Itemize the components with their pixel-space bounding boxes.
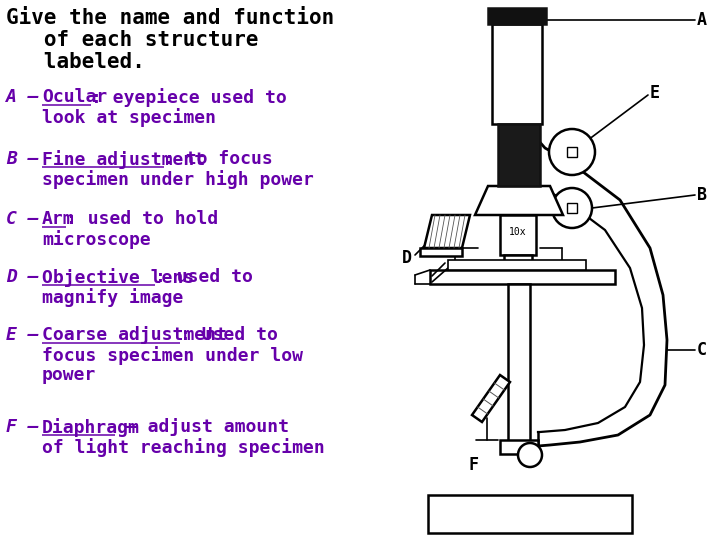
Text: look at specimen: look at specimen [42,108,216,127]
Bar [567,203,577,213]
Text: C: C [697,341,707,359]
Text: Arm: Arm [42,210,75,228]
Text: : Used to: : Used to [180,326,278,344]
Text: B –: B – [6,150,50,168]
Text: – adjust amount: – adjust amount [115,418,289,436]
Text: D –: D – [6,268,50,286]
Text: specimen under high power: specimen under high power [42,170,314,189]
Bar [420,248,462,256]
Circle shape [549,129,595,175]
Text: F: F [469,456,479,474]
Bar [492,24,542,124]
Bar [504,255,532,262]
Text: : used to: : used to [156,268,253,286]
Text: A: A [697,11,707,29]
Text: Ocular: Ocular [42,88,107,106]
Bar [498,124,540,186]
Text: power: power [42,366,96,384]
Text: F –: F – [6,418,50,436]
Text: A –: A – [6,88,50,106]
Circle shape [518,443,542,467]
Polygon shape [424,215,470,248]
Text: focus specimen under low: focus specimen under low [42,346,303,365]
Bar [428,495,632,533]
Bar [500,440,538,454]
Polygon shape [472,375,510,422]
Bar [488,8,546,24]
Text: magnify image: magnify image [42,288,184,307]
Bar [500,215,536,255]
Text: 10x: 10x [505,42,528,55]
Text: D: D [402,249,412,267]
Text: microscope: microscope [42,230,150,249]
Text: Objective lens: Objective lens [42,268,194,287]
Text: 10x: 10x [509,227,527,237]
Text: labeled.: labeled. [6,52,145,72]
Text: : used to hold: : used to hold [66,210,219,228]
Circle shape [552,188,592,228]
Polygon shape [475,186,563,215]
Bar [448,260,586,270]
Text: E: E [650,84,660,102]
Text: Give the name and function: Give the name and function [6,8,334,28]
Text: C –: C – [6,210,50,228]
Bar [430,270,615,284]
Text: Fine adjustment: Fine adjustment [42,150,205,169]
Text: B: B [697,186,707,204]
Bar [508,284,530,444]
Text: E –: E – [6,326,50,344]
Text: of each structure: of each structure [6,30,258,50]
Text: Coarse adjustment: Coarse adjustment [42,326,227,344]
Text: of light reaching specimen: of light reaching specimen [42,438,325,457]
Text: Diaphragm: Diaphragm [42,418,140,437]
Text: : to focus: : to focus [163,150,272,168]
Text: : eyepiece used to: : eyepiece used to [91,88,287,107]
Bar [567,147,577,157]
